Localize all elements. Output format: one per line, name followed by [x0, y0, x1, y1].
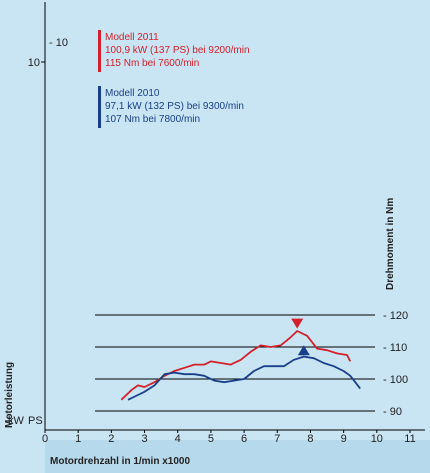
legend-entry-text: Modell 2010 — [105, 88, 160, 99]
x-tick-label: 6 — [241, 433, 247, 445]
legend-color-bar — [98, 86, 101, 128]
nm-tick-label: - 120 — [383, 310, 408, 322]
peak-marker — [297, 345, 310, 356]
legend-entry-text: 97,1 kW (132 PS) bei 9300/min — [105, 101, 244, 112]
x-axis-band — [45, 440, 430, 473]
x-tick-label: 7 — [274, 433, 280, 445]
series-line-torque-2010 — [127, 355, 361, 401]
peak-marker — [291, 318, 304, 329]
nm-tick-label: - 100 — [383, 374, 408, 386]
x-tick-label: 0 — [42, 433, 48, 445]
series-line-torque-2011 — [120, 330, 352, 401]
legend-entry-text: Modell 2011 — [105, 32, 159, 43]
legend-entry-text: 100,9 kW (137 PS) bei 9200/min — [105, 45, 250, 56]
x-tick-label: 4 — [175, 433, 181, 445]
nm-tick-label: - 110 — [383, 342, 407, 354]
x-tick-label: 5 — [208, 433, 214, 445]
legend-color-bar — [98, 30, 101, 72]
x-tick-label: 11 — [404, 433, 415, 445]
y-axis-title-left: Motorleistung — [4, 362, 15, 428]
legend-entry-text: 107 Nm bei 7800/min — [105, 114, 200, 125]
x-tick-label: 10 — [371, 433, 383, 445]
ps-tick-label: - 10 — [49, 37, 68, 49]
ps-unit-label: PS — [28, 415, 43, 427]
nm-tick-label: - 90 — [383, 406, 402, 418]
x-tick-label: 1 — [75, 433, 81, 445]
x-tick-label: 2 — [108, 433, 114, 445]
x-tick-label: 8 — [307, 433, 313, 445]
x-tick-label: 9 — [341, 433, 347, 445]
x-tick-label: 3 — [141, 433, 147, 445]
y-axis-title-right: Drehmoment in Nm — [385, 198, 396, 290]
legend-entry-text: 115 Nm bei 7600/min — [105, 58, 199, 69]
kw-tick-label: 10 — [28, 57, 40, 69]
x-axis-title: Motordrehzahl in 1/min x1000 — [50, 456, 190, 467]
kw-unit-label: kW — [8, 415, 25, 427]
